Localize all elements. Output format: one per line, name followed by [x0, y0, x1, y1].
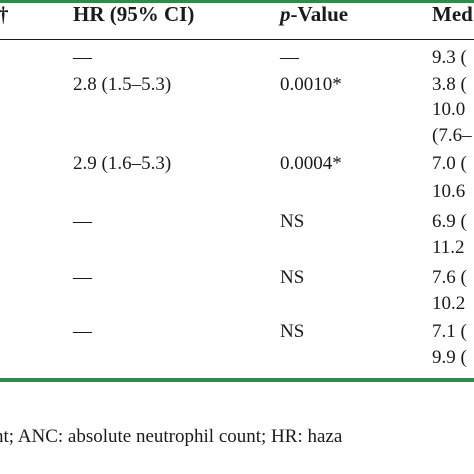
median-header: Med: [432, 2, 473, 26]
p-value-header-italic: p: [280, 2, 291, 26]
p-value-header-rest: -Value: [290, 2, 349, 26]
median-cell: 6.9 (: [432, 211, 467, 232]
hr-cell: —: [73, 267, 92, 288]
p-value-cell: NS: [280, 211, 305, 232]
p-value-cell: —: [280, 47, 299, 68]
hr-header: HR (95% CI): [73, 2, 195, 26]
p-value-cell: NS: [280, 267, 305, 288]
header-rule: [0, 39, 474, 40]
hr-cell: —: [73, 47, 92, 68]
p-value-header: p-Value: [280, 2, 348, 26]
median-cell: 7.6 (: [432, 267, 467, 288]
p-value-cell: 0.0004*: [280, 153, 342, 174]
hr-cell: 2.9 (1.6–5.3): [73, 153, 172, 174]
median-cell: 7.1 (: [432, 321, 467, 342]
p-value-cell: NS: [280, 321, 305, 342]
median-cell: 9.9 (: [432, 347, 467, 368]
median-cell: 11.2: [432, 237, 465, 258]
table-bottom-rule: [0, 378, 474, 382]
median-cell: 9.3 (: [432, 47, 467, 68]
hr-cell: 2.8 (1.5–5.3): [73, 74, 172, 95]
median-cell: 3.8 (: [432, 74, 467, 95]
table-footnote: nt; ANC: absolute neutrophil count; HR: …: [0, 426, 343, 447]
median-cell: 7.0 (: [432, 153, 467, 174]
hr-cell: —: [73, 321, 92, 342]
table-top-rule: [0, 0, 474, 3]
median-cell: (7.6–: [432, 125, 472, 146]
median-cell: 10.2: [432, 293, 466, 314]
dagger-header: †: [0, 2, 9, 26]
median-cell: 10.6: [432, 181, 466, 202]
hr-cell: —: [73, 211, 92, 232]
median-cell: 10.0: [432, 99, 466, 120]
p-value-cell: 0.0010*: [280, 74, 342, 95]
